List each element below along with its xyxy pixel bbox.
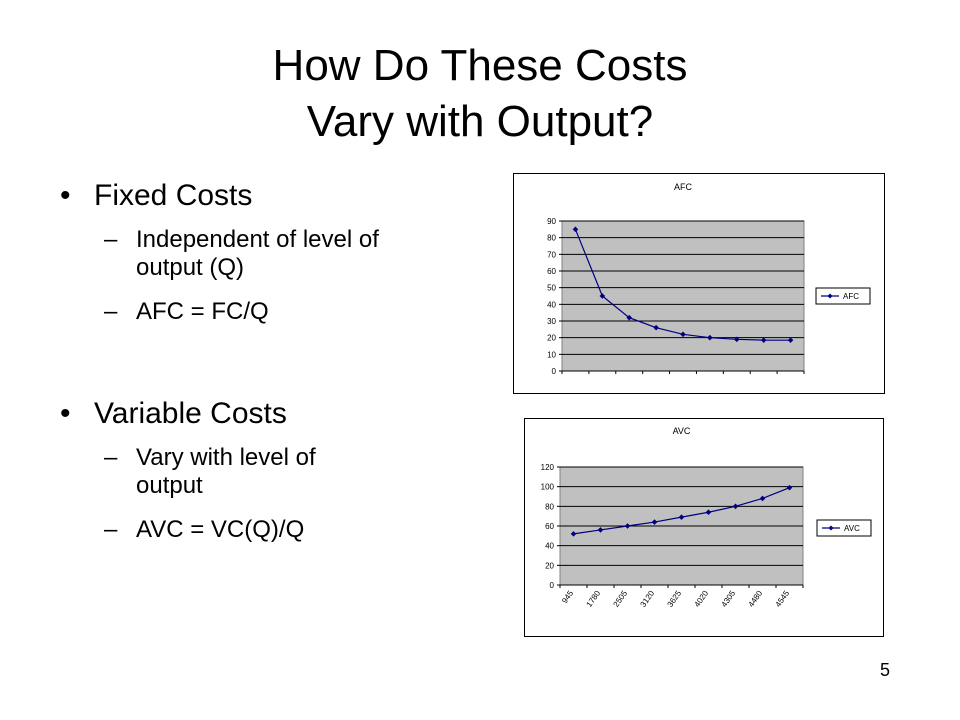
subitem-text: AVC = VC(Q)/Q — [136, 516, 305, 543]
subitem-vary: – Vary with level of — [104, 444, 316, 471]
subitem-text: AFC = FC/Q — [136, 298, 269, 325]
title-line-2: Vary with Output? — [306, 97, 654, 146]
chart-afc-y-tick-label: 90 — [547, 217, 556, 226]
chart-avc-x-tick-label: 4020 — [693, 589, 711, 609]
chart-avc-y-tick-label: 80 — [545, 502, 554, 511]
chart-afc-y-tick-label: 20 — [547, 334, 556, 343]
title-line-1: How Do These Costs — [272, 41, 688, 90]
chart-avc-x-tick-label: 1780 — [585, 589, 603, 609]
chart-afc-point — [760, 337, 767, 343]
bullet-fixed-costs: Fixed Costs — [60, 176, 500, 216]
chart-avc-x-tick-label: 4480 — [747, 589, 765, 609]
chart-afc-y-tick-label: 10 — [547, 350, 556, 359]
chart-afc-y-tick-label: 80 — [547, 234, 556, 243]
afc-chart-svg: AFC 0 10 20 30 40 50 60 70 80 90 AFC — [547, 182, 871, 376]
subitem-text: output (Q) — [136, 254, 245, 281]
chart-avc-point — [570, 531, 577, 537]
chart-avc-x-tick-label: 945 — [560, 589, 575, 606]
chart-afc-y-tick-label: 40 — [547, 300, 556, 309]
subitem-afc-formula: – AFC = FC/Q — [104, 298, 269, 325]
chart-avc-legend-marker — [828, 525, 834, 531]
chart-afc-legend-label: AFC — [843, 292, 859, 301]
chart-avc-x-tick-label: 4305 — [720, 589, 738, 609]
subitem-independent: – Independent of level of — [104, 226, 379, 253]
chart-afc-point — [626, 314, 633, 321]
bullet-variable-costs: Variable Costs — [60, 394, 500, 434]
avc-chart: AVC 0 20 40 60 80 100 120 945 1780 2505 3120 3625 402… — [524, 418, 884, 637]
chart-afc-plot-area — [561, 220, 805, 372]
chart-avc-y-tick-label: 20 — [545, 561, 554, 570]
slide-title: How Do These Costs Vary with Output? — [0, 38, 960, 150]
chart-avc-y-tick-label: 0 — [550, 581, 555, 590]
subitem-text: Independent of level of — [136, 226, 379, 253]
subitem-text: Vary with level of — [136, 444, 316, 471]
subitem-text: output — [136, 472, 203, 499]
subitem-avc-formula: – AVC = VC(Q)/Q — [104, 516, 305, 543]
subitem-output: output — [60, 472, 500, 500]
subitem-output-q: output (Q) — [60, 254, 500, 282]
chart-afc-point — [707, 334, 713, 341]
afc-chart: AFC 0 10 20 30 40 50 60 70 80 90 AFC — [513, 173, 885, 394]
chart-afc-y-tick-label: 30 — [547, 317, 556, 326]
chart-avc-y-tick-label: 60 — [545, 522, 554, 531]
chart-avc-x-tick-label: 4545 — [774, 589, 792, 609]
chart-avc-x-tick-label: 3625 — [666, 589, 684, 609]
chart-afc-point — [733, 336, 740, 343]
chart-afc-point — [653, 324, 659, 331]
chart-avc-y-tick-label: 40 — [545, 542, 554, 551]
chart-avc-legend-label: AVC — [844, 524, 860, 533]
chart-avc-legend-box — [816, 519, 872, 537]
chart-afc-point — [787, 337, 794, 343]
page-number: 5 — [880, 660, 891, 680]
chart-afc-legend-marker — [827, 293, 833, 299]
avc-chart-svg: AVC 0 20 40 60 80 100 120 945 1780 2505 3120 3625 402… — [541, 426, 872, 609]
chart-avc-y-tick-label: 120 — [541, 463, 555, 472]
chart-avc-title: AVC — [673, 426, 691, 436]
chart-afc-title: AFC — [674, 182, 693, 192]
chart-avc-x-tick-label: 3120 — [639, 589, 657, 609]
chart-afc-y-tick-label: 60 — [547, 267, 556, 276]
chart-afc-y-tick-label: 70 — [547, 250, 556, 259]
bullet-list: Fixed Costs –Independent of level of out… — [60, 176, 500, 544]
chart-avc-y-tick-label: 100 — [541, 483, 555, 492]
chart-afc-y-tick-label: 0 — [552, 367, 557, 376]
chart-avc-x-tick-label: 2505 — [612, 589, 630, 609]
chart-afc-y-tick-label: 50 — [547, 284, 556, 293]
chart-afc-point — [599, 293, 606, 299]
chart-afc-legend-box — [815, 287, 871, 305]
